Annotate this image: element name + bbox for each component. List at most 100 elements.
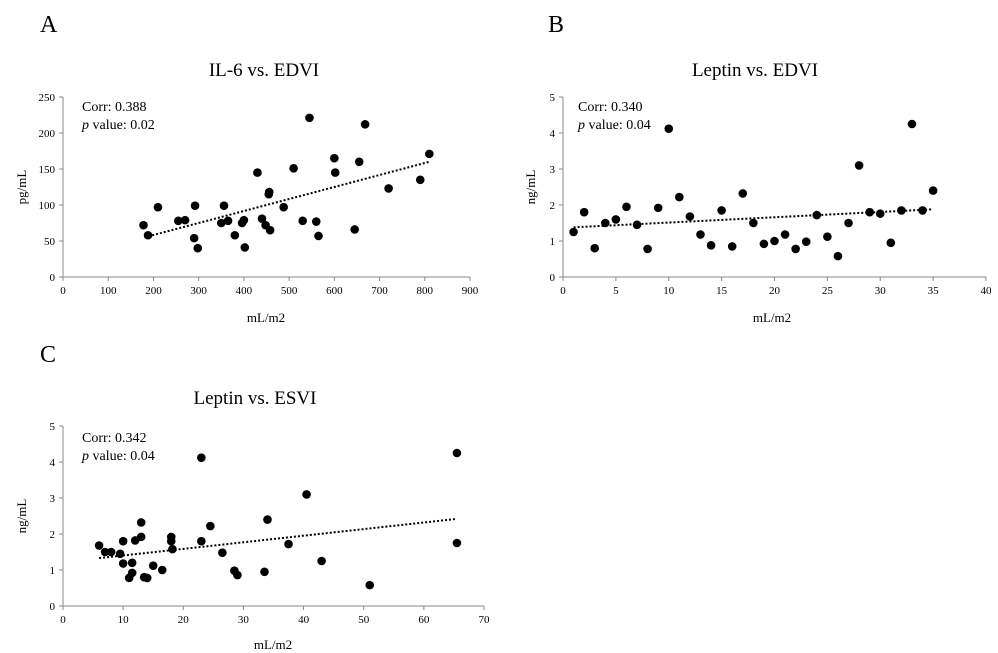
data-point: [174, 216, 183, 226]
data-point: [314, 231, 323, 241]
plot-area-c: 0 10 20 30 40 50 60 70 0 1 2 3 4 5: [50, 421, 491, 626]
data-point: [139, 220, 148, 230]
data-point: [727, 242, 737, 251]
data-point: [928, 186, 938, 195]
plot-area-a: 0 100 200 300 400 500 600 700 800 900 0 50 100 150 200…: [39, 92, 479, 297]
x-tick-label: 600: [326, 285, 343, 297]
y-tick-label: 5: [550, 92, 556, 104]
x-tick-label: 15: [716, 285, 728, 297]
x-tick-label: 30: [238, 614, 250, 626]
chart-title-c: Leptin vs. ESVI: [194, 388, 317, 409]
data-point: [240, 243, 250, 252]
data-point: [223, 216, 233, 226]
data-point: [284, 539, 293, 549]
y-tick-label: 200: [39, 128, 56, 140]
pvalue-label-a: p value: 0.02: [81, 118, 155, 133]
data-point: [854, 161, 864, 170]
chart-title-a: IL-6 vs. EDVI: [209, 60, 319, 81]
data-point: [365, 580, 375, 590]
data-point: [239, 215, 249, 225]
data-point: [100, 547, 110, 557]
data-point: [907, 119, 917, 129]
data-point: [289, 163, 298, 173]
x-tick-label: 200: [145, 285, 162, 297]
data-point: [675, 192, 684, 202]
x-tick-label: 0: [560, 285, 566, 297]
pvalue-label-c: p value: 0.04: [81, 449, 155, 464]
data-point: [190, 201, 200, 211]
y-tick-label: 0: [550, 272, 556, 284]
panel-a: A IL-6 vs. EDVI Corr: 0.388 p value: 0.0…: [14, 12, 479, 325]
data-point: [897, 206, 906, 215]
data-point: [136, 518, 146, 527]
data-point: [127, 558, 137, 568]
x-tick-label: 900: [462, 285, 479, 297]
data-point: [168, 544, 177, 554]
data-point: [330, 168, 340, 177]
x-axis-label-a: mL/m2: [247, 310, 285, 325]
data-point: [770, 236, 779, 246]
data-point: [257, 214, 267, 223]
corr-label-a: Corr: 0.388: [82, 100, 147, 115]
data-point: [425, 149, 434, 159]
data-point: [218, 548, 227, 558]
x-tick-label: 0: [60, 614, 66, 626]
data-point: [452, 538, 462, 548]
data-point: [305, 113, 314, 123]
data-point: [197, 536, 206, 546]
y-tick-label: 3: [50, 493, 56, 505]
panel-b: B Leptin vs. EDVI Corr: 0.340 p value: 0…: [523, 12, 992, 325]
data-point: [759, 239, 769, 249]
data-point: [206, 521, 215, 531]
data-point: [350, 225, 359, 234]
data-point: [664, 124, 674, 133]
trend-line: [144, 160, 430, 239]
data-point: [812, 210, 822, 220]
y-tick-label: 1: [50, 565, 56, 577]
x-tick-label: 60: [418, 614, 430, 626]
x-tick-label: 40: [981, 285, 993, 297]
data-point: [886, 238, 896, 248]
x-tick-label: 800: [417, 285, 434, 297]
pvalue-label-b: p value: 0.04: [577, 118, 651, 133]
y-tick-label: 150: [39, 164, 56, 176]
data-point: [118, 536, 128, 546]
data-point: [219, 201, 229, 211]
chart-title-b: Leptin vs. EDVI: [692, 60, 818, 81]
x-tick-label: 5: [613, 285, 619, 297]
panel-c: C Leptin vs. ESVI Corr: 0.342 p value: 0…: [14, 342, 490, 652]
data-point: [216, 218, 226, 228]
data-point: [230, 230, 240, 240]
data-point: [685, 212, 695, 221]
data-point: [844, 218, 853, 228]
y-tick-label: 50: [44, 236, 56, 248]
data-point: [643, 244, 652, 254]
data-point: [833, 251, 843, 261]
x-tick-label: 20: [178, 614, 190, 626]
y-axis-label-c: ng/mL: [14, 499, 29, 534]
data-point: [153, 202, 163, 212]
data-point: [148, 561, 158, 570]
data-point: [115, 549, 125, 559]
data-point: [193, 243, 203, 253]
data-point: [801, 237, 811, 247]
data-point: [696, 230, 705, 239]
y-tick-label: 1: [550, 236, 556, 248]
data-point: [189, 233, 199, 243]
data-point: [611, 215, 621, 224]
data-point: [317, 556, 326, 566]
y-tick-label: 4: [50, 457, 56, 469]
data-point: [311, 217, 321, 226]
data-point: [136, 532, 146, 542]
data-point: [302, 490, 311, 499]
data-point: [298, 216, 307, 226]
x-tick-label: 0: [60, 285, 66, 297]
x-tick-label: 25: [822, 285, 834, 297]
data-point: [823, 232, 832, 241]
data-point: [653, 203, 663, 213]
data-point: [197, 453, 206, 462]
x-tick-label: 700: [371, 285, 388, 297]
y-tick-label: 5: [50, 421, 56, 433]
trend-line: [98, 517, 458, 560]
